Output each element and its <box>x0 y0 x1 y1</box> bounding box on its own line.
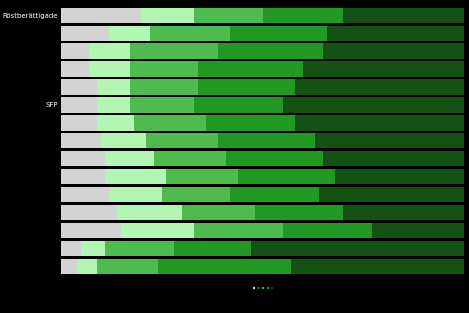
Bar <box>61 61 89 77</box>
Bar <box>89 44 129 59</box>
Bar <box>97 80 129 95</box>
Bar <box>238 169 335 184</box>
Bar <box>263 8 343 23</box>
Bar <box>174 241 250 256</box>
Legend: , , , , : , , , , <box>253 287 272 288</box>
Bar <box>61 223 121 238</box>
Bar <box>150 26 230 41</box>
Bar <box>283 97 464 113</box>
Bar <box>61 8 142 23</box>
Bar <box>134 115 206 131</box>
Bar <box>106 169 166 184</box>
Bar <box>295 80 464 95</box>
Bar <box>142 8 194 23</box>
Bar <box>194 97 283 113</box>
Bar <box>227 151 323 167</box>
Bar <box>230 26 327 41</box>
Bar <box>61 205 117 220</box>
Bar <box>61 115 97 131</box>
Bar <box>61 97 97 113</box>
Bar <box>77 259 97 274</box>
Bar <box>283 223 371 238</box>
Bar <box>97 97 129 113</box>
Bar <box>255 205 343 220</box>
Bar <box>106 151 154 167</box>
Bar <box>61 187 109 202</box>
Bar <box>343 8 464 23</box>
Bar <box>327 26 464 41</box>
Bar <box>89 61 129 77</box>
Bar <box>206 115 295 131</box>
Bar <box>182 205 255 220</box>
Bar <box>61 80 97 95</box>
Bar <box>343 205 464 220</box>
Bar <box>146 133 218 148</box>
Bar <box>335 169 464 184</box>
Bar <box>154 151 227 167</box>
Bar <box>158 259 291 274</box>
Bar <box>166 169 238 184</box>
Bar <box>106 241 174 256</box>
Bar <box>117 205 182 220</box>
Bar <box>109 187 162 202</box>
Bar <box>230 187 319 202</box>
Bar <box>61 151 106 167</box>
Bar <box>250 241 464 256</box>
Bar <box>61 133 101 148</box>
Bar <box>61 26 109 41</box>
Bar <box>303 61 464 77</box>
Bar <box>61 44 89 59</box>
Bar <box>194 8 263 23</box>
Bar <box>323 151 464 167</box>
Bar <box>323 44 464 59</box>
Bar <box>129 61 198 77</box>
Bar <box>61 169 106 184</box>
Bar <box>129 44 218 59</box>
Bar <box>101 133 146 148</box>
Bar <box>218 44 323 59</box>
Bar <box>315 133 464 148</box>
Bar <box>194 223 283 238</box>
Bar <box>129 97 194 113</box>
Bar <box>295 115 464 131</box>
Bar <box>109 26 150 41</box>
Bar <box>218 133 315 148</box>
Bar <box>81 241 106 256</box>
Bar <box>198 61 303 77</box>
Bar <box>121 223 194 238</box>
Bar <box>61 241 81 256</box>
Bar <box>129 80 198 95</box>
Bar <box>371 223 464 238</box>
Bar <box>97 259 158 274</box>
Bar <box>162 187 230 202</box>
Bar <box>61 259 77 274</box>
Bar <box>198 80 295 95</box>
Bar <box>97 115 134 131</box>
Bar <box>291 259 464 274</box>
Bar <box>319 187 464 202</box>
